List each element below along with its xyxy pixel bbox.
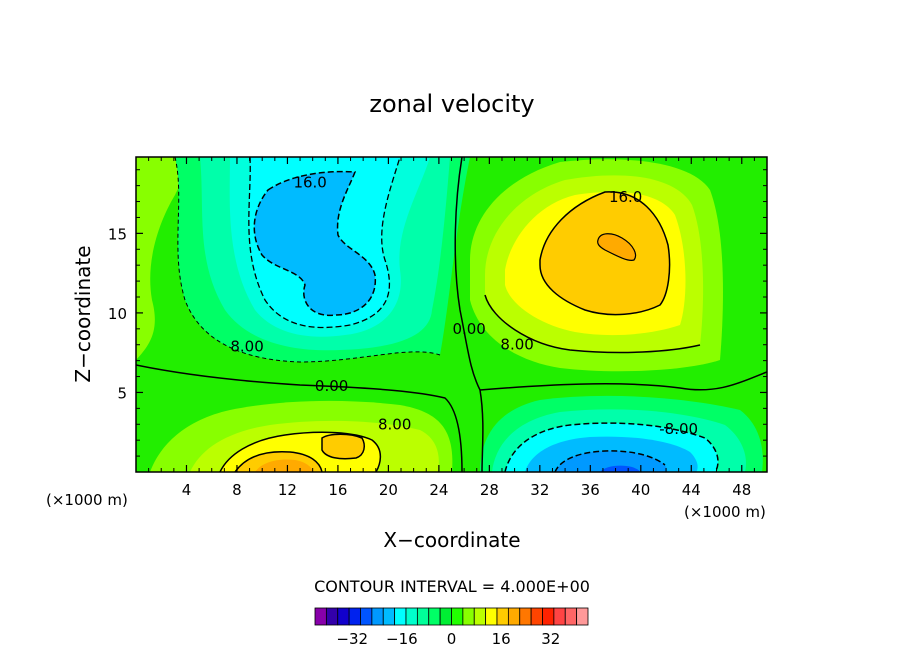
- region-upper-right-orange: [540, 191, 670, 315]
- y-tick-label: 15: [108, 225, 127, 243]
- colorbar-tick-label: 16: [492, 630, 511, 648]
- y-tick-label: 5: [117, 384, 127, 402]
- contour-zero-right: [479, 371, 767, 391]
- colorbar-tick-label: −16: [386, 630, 418, 648]
- contour-16-upper-right: [539, 191, 671, 316]
- y-tick-label: 10: [108, 305, 127, 323]
- colorbar: [314, 607, 589, 626]
- colorbar-swatch: [416, 607, 430, 626]
- colorbar-swatch: [451, 607, 464, 626]
- colorbar-swatch: [371, 607, 384, 626]
- contour-labels: 16.0 16.0 8.00 8.00 0.00 0.00 8.00 -8.00: [230, 173, 698, 438]
- colorbar-swatch: [337, 607, 350, 626]
- contour-label: 16.0: [609, 188, 642, 206]
- x-tick-label: 32: [530, 481, 549, 499]
- x-tick-label: 28: [480, 481, 499, 499]
- colorbar-swatch: [473, 607, 487, 626]
- colorbar-swatch: [485, 607, 498, 626]
- colorbar-swatch: [576, 607, 589, 626]
- region-lower-left-peak: [255, 459, 313, 472]
- plot-area: [136, 157, 767, 472]
- x-unit-left: (×1000 m): [46, 491, 128, 509]
- colorbar-swatch: [496, 607, 509, 626]
- contour-interval-text: CONTOUR INTERVAL = 4.000E+00: [314, 577, 590, 596]
- x-axis-label: X−coordinate: [383, 528, 520, 552]
- colorbar-tick-label: −32: [336, 630, 368, 648]
- region-upper-right-peak: [597, 233, 636, 261]
- x-tick-label: 8: [232, 481, 242, 499]
- contour-label: 8.00: [500, 336, 533, 354]
- contour-8-lower-left: [219, 431, 382, 472]
- contour-zero-left: [136, 364, 463, 472]
- colorbar-tick-label: 0: [447, 630, 457, 648]
- x-axis: 4 8 12 16 20 24 28 32 36 40 44 48: [148, 157, 755, 499]
- contour-label: -8.00: [659, 420, 698, 438]
- colorbar-swatch: [360, 607, 373, 626]
- contour-label: 0.00: [452, 320, 485, 338]
- colorbar-ticks: −32 −16 0 16 32: [336, 630, 560, 648]
- colorbar-swatch: [519, 607, 532, 626]
- y-axis: 5 10 15: [108, 169, 767, 457]
- colorbar-swatch: [439, 607, 452, 626]
- contour-16b-lower-left: [234, 450, 323, 472]
- region-upper-left-light: [136, 157, 200, 360]
- contour-neg16-upper-left: [253, 170, 376, 316]
- contour-label: 8.00: [230, 337, 263, 355]
- chart-title: zonal velocity: [369, 90, 534, 118]
- x-tick-label: 36: [581, 481, 600, 499]
- contour-neg8-lower-right: [504, 422, 719, 472]
- contour-16-lower-left: [321, 433, 365, 460]
- contour-neg8-upper-left: [248, 157, 401, 329]
- contour-neg16-lower-right: [554, 450, 666, 472]
- colorbar-swatch: [405, 607, 418, 626]
- region-lower-left-orange2: [322, 434, 365, 459]
- x-tick-label: 12: [278, 481, 297, 499]
- colorbar-swatch: [325, 607, 339, 626]
- region-lower-right-darkblue: [600, 465, 640, 472]
- x-tick-label: 48: [732, 481, 751, 499]
- colorbar-swatch: [382, 607, 396, 626]
- colorbar-swatch: [507, 607, 521, 626]
- colorbar-swatch: [348, 607, 361, 626]
- colorbar-swatch: [564, 607, 578, 626]
- colorbar-swatch: [314, 607, 327, 626]
- colorbar-swatch: [553, 607, 566, 626]
- x-unit-right: (×1000 m): [684, 503, 766, 521]
- contour-label: 0.00: [315, 377, 348, 395]
- x-tick-label: 16: [328, 481, 347, 499]
- region-lower-right-blue: [555, 450, 667, 472]
- colorbar-swatch: [530, 607, 543, 626]
- contour-8-upper-right: [484, 294, 701, 354]
- contour-neg-outer-upper-left: [174, 157, 441, 363]
- x-tick-label: 4: [182, 481, 192, 499]
- colorbar-swatch: [462, 607, 475, 626]
- x-tick-label: 40: [631, 481, 650, 499]
- contour-label: 16.0: [293, 173, 326, 191]
- x-tick-label: 24: [429, 481, 448, 499]
- region-upper-left-blue: [254, 171, 376, 316]
- colorbar-swatch: [428, 607, 441, 626]
- contour-zero-mid: [454, 157, 484, 472]
- contour-label: 8.00: [378, 415, 411, 433]
- contour-24-upper-right: [597, 233, 637, 261]
- colorbar-swatch: [542, 607, 555, 626]
- colorbar-swatch: [394, 607, 407, 626]
- x-tick-label: 20: [379, 481, 398, 499]
- colorbar-tick-label: 32: [541, 630, 560, 648]
- contour-lines: [136, 157, 767, 472]
- y-axis-label: Z−coordinate: [71, 245, 95, 382]
- x-tick-label: 44: [682, 481, 701, 499]
